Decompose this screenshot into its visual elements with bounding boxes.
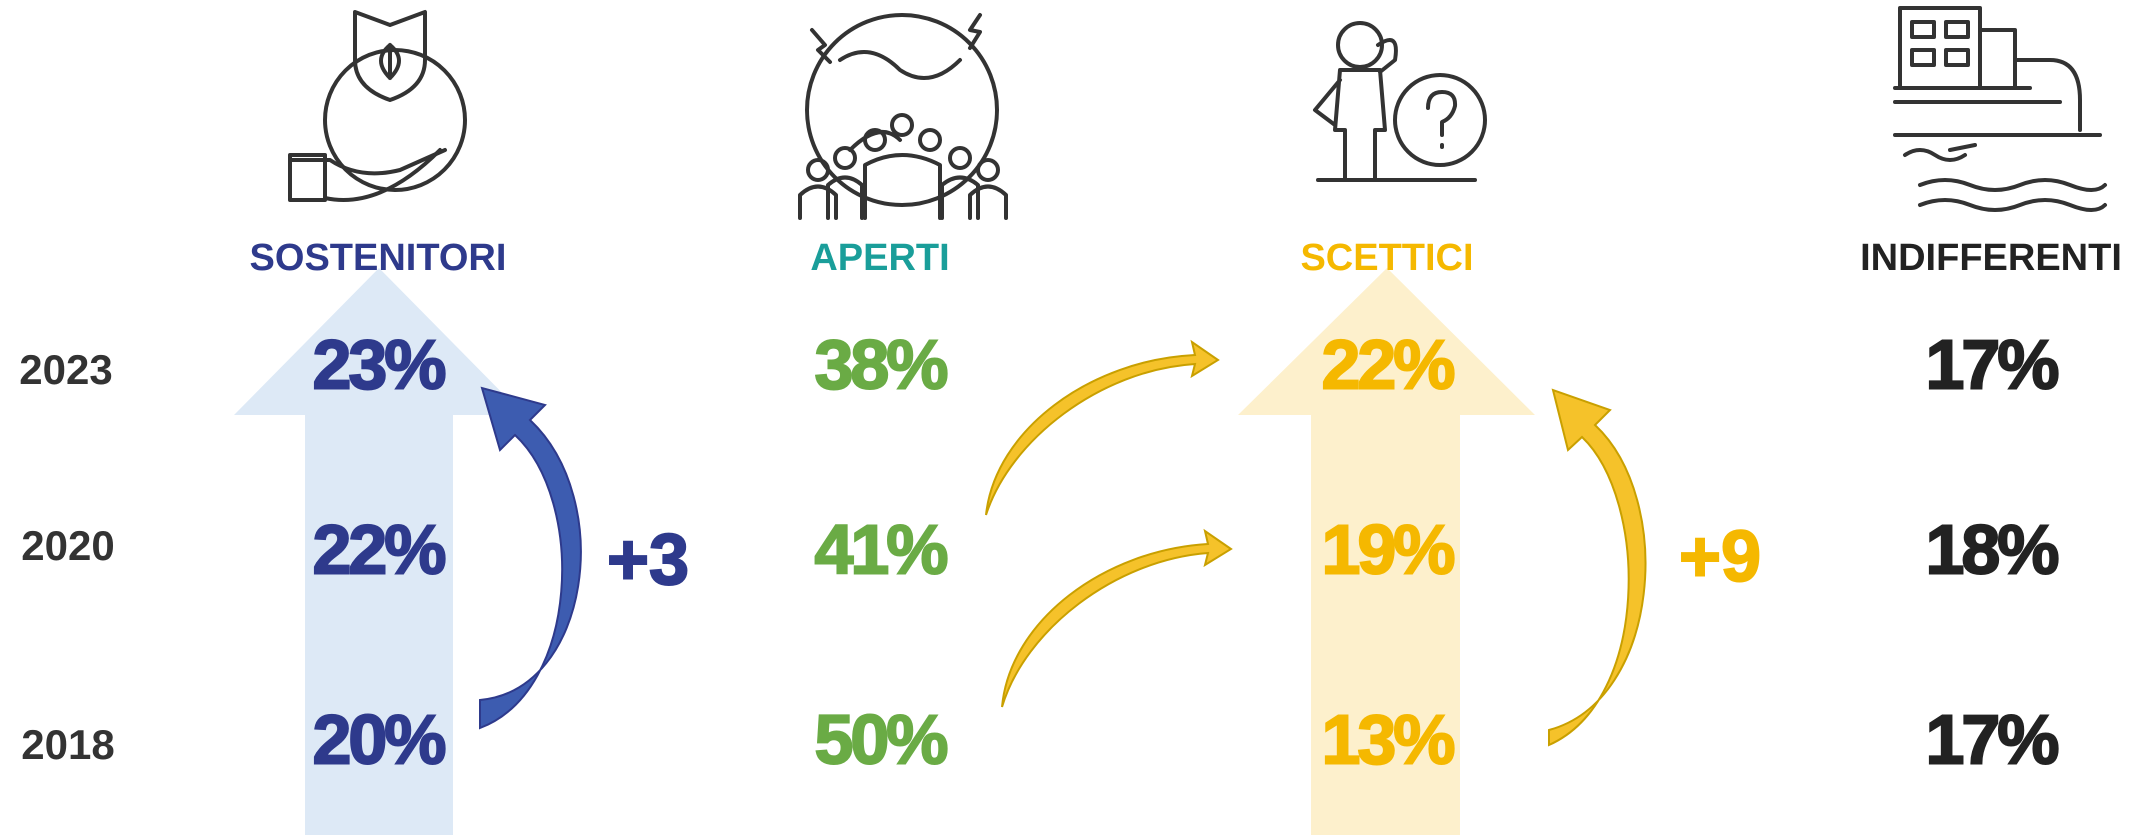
group-value: 23% — [312, 325, 445, 403]
group-value: 17% — [1925, 325, 2058, 403]
group-title: SCETTICI — [1300, 237, 1473, 279]
curve-arrow-blue — [479, 386, 582, 730]
icon-scettici — [1313, 21, 1487, 182]
curve-arrow-yellow-top — [985, 339, 1220, 516]
year-label: 2018 — [21, 721, 114, 768]
icon-sostenitori — [288, 10, 467, 202]
group-value: 19% — [1321, 510, 1454, 588]
group-value: 22% — [312, 510, 445, 588]
group-value: 22% — [1321, 325, 1454, 403]
icon-indifferenti — [1893, 6, 2107, 212]
year-label: 2020 — [21, 522, 114, 569]
group-value: 50% — [814, 700, 947, 778]
group-title: SOSTENITORI — [250, 237, 507, 279]
group-title: INDIFFERENTI — [1860, 237, 2122, 279]
trend-arrow-blue — [234, 268, 524, 835]
group-value: 41% — [814, 510, 947, 588]
group-value: 18% — [1925, 510, 2058, 588]
group-value: 13% — [1321, 700, 1454, 778]
delta-label: +9 — [1679, 517, 1761, 597]
icon-aperti — [798, 13, 1008, 220]
year-label: 2023 — [19, 346, 112, 393]
delta-label: +3 — [607, 520, 689, 600]
group-value: 17% — [1925, 700, 2058, 778]
group-value: 20% — [312, 700, 445, 778]
curve-arrow-yellow-right — [1548, 388, 1647, 747]
group-title: APERTI — [810, 237, 949, 279]
group-value: 38% — [814, 325, 947, 403]
curve-arrow-yellow-bottom — [1001, 528, 1233, 708]
trend-arrow-yellow — [1238, 268, 1535, 835]
